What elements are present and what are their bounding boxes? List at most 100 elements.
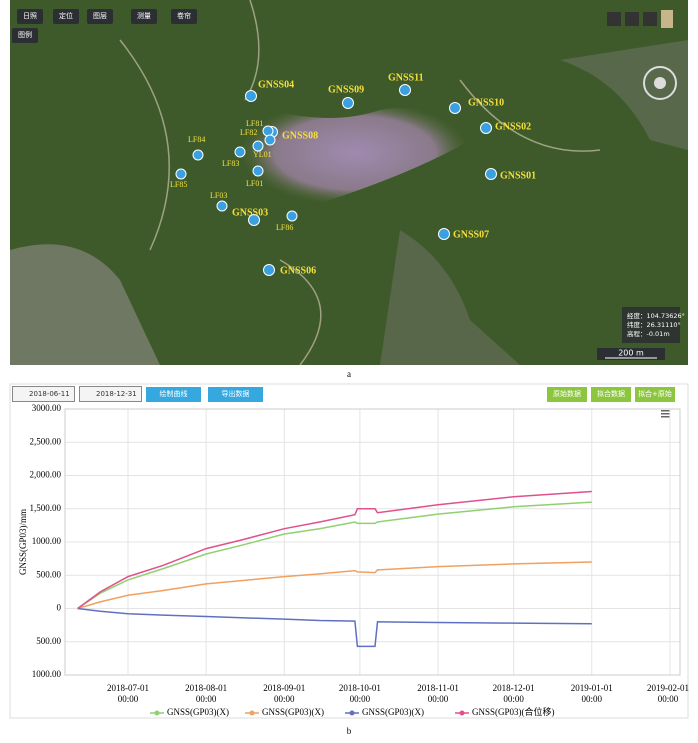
- compass[interactable]: [643, 66, 677, 100]
- series-line: [77, 561, 592, 610]
- station-label: LF01: [246, 179, 263, 188]
- station-label: GNSS10: [468, 97, 504, 108]
- station-icon: [252, 165, 264, 177]
- station-icon: [252, 140, 264, 152]
- station-icon: [175, 168, 187, 180]
- station-label: GNSS01: [500, 170, 536, 181]
- y-axis-label: GNSS(GP03)/mm: [18, 509, 28, 575]
- scale-label: 200 m: [618, 349, 644, 358]
- x-tick-label: 2018-07-01 00:00: [107, 683, 149, 704]
- scale-box: [597, 348, 665, 360]
- menu-icon[interactable]: [661, 410, 670, 418]
- station-icon: [438, 228, 450, 240]
- station-label: LF83: [222, 159, 239, 168]
- toolbar-button[interactable]: 日照: [17, 9, 43, 24]
- y-tick-label: 1000.00: [32, 669, 62, 679]
- home-icon[interactable]: [625, 12, 639, 26]
- road: [119, 0, 601, 366]
- y-tick-label: 1000.00: [32, 536, 62, 546]
- legend-label: GNSS(GP03)(X): [362, 707, 424, 717]
- station-label: GNSS11: [388, 72, 424, 83]
- series-line: [77, 607, 592, 648]
- station-label: GNSS07: [453, 229, 489, 240]
- legend-label: GNSS(GP03)(X): [167, 707, 229, 717]
- mode-button[interactable]: 原始数据: [547, 387, 587, 402]
- series-line: [77, 490, 592, 610]
- station-label: GNSS02: [495, 121, 531, 132]
- mode-button[interactable]: 拟合+原始: [635, 387, 675, 402]
- x-tick-label: 2018-11-01 00:00: [417, 683, 459, 704]
- station-icon: [485, 168, 497, 180]
- x-tick-label: 2018-12-01 00:00: [492, 683, 535, 704]
- toolbar-button[interactable]: 测量: [131, 9, 157, 24]
- chart-panel: [9, 383, 689, 719]
- station-label: LF85: [170, 180, 187, 189]
- station-label: LF86: [276, 223, 293, 232]
- landslide: [240, 100, 470, 206]
- x-tick-label: 2018-10-01 00:00: [338, 683, 381, 704]
- station-icon: [192, 149, 204, 161]
- station-icon: [245, 90, 257, 102]
- town-area: [10, 244, 160, 365]
- y-tick-label: 500.00: [36, 569, 61, 579]
- x-tick-label: 2019-01-01 00:00: [570, 683, 613, 704]
- station-icon: [480, 122, 492, 134]
- legend-swatch: [459, 710, 465, 716]
- toolbar-button[interactable]: 图层: [87, 9, 113, 24]
- info-box: [622, 307, 680, 343]
- legend-swatch: [249, 710, 255, 716]
- station-icon: [234, 146, 246, 158]
- legend-label: GNSS(GP03)(X): [262, 707, 324, 717]
- series-line: [77, 501, 592, 610]
- station-icon: [263, 264, 275, 276]
- date-input[interactable]: 2018-06-11: [12, 386, 75, 402]
- y-tick-label: 0: [57, 603, 62, 613]
- station-icon: [286, 210, 298, 222]
- x-tick-label: 2018-08-01 00:00: [185, 683, 228, 704]
- station-label: GNSS04: [258, 79, 294, 90]
- station-label: LF84: [188, 135, 205, 144]
- legend-label: GNSS(GP03)(合位移): [472, 706, 555, 717]
- globe-icon[interactable]: [643, 12, 657, 26]
- x-tick-label: 2018-09-01 00:00: [263, 683, 306, 704]
- toolbar-button[interactable]: 卷帘: [171, 9, 197, 24]
- date-input[interactable]: 2018-12-31: [79, 386, 142, 402]
- station-label: GNSS09: [328, 84, 364, 95]
- mode-button[interactable]: 拟合数据: [591, 387, 631, 402]
- caption: a: [347, 369, 351, 379]
- station-label: YL01: [253, 150, 272, 159]
- compass[interactable]: [654, 77, 666, 89]
- y-tick-label: 500.00: [36, 636, 61, 646]
- station-icon: [216, 200, 228, 212]
- search-icon[interactable]: [607, 12, 621, 26]
- station-icon: [342, 97, 354, 109]
- y-tick-label: 2,000.00: [30, 470, 62, 480]
- y-tick-label: 3000.00: [32, 403, 62, 413]
- legend-swatch: [154, 710, 160, 716]
- station-label: LF03: [210, 191, 227, 200]
- x-tick-label: 2019-02-01 00:00: [647, 683, 689, 704]
- y-tick-label: 2,500.00: [30, 436, 62, 446]
- legend-swatch: [349, 710, 355, 716]
- station-label: GNSS03: [232, 207, 268, 218]
- station-icon: [399, 84, 411, 96]
- info-text: 经度：104.73626°: [627, 311, 685, 320]
- legend-button[interactable]: 图例: [12, 28, 38, 43]
- info-text: 高程：-0.01m: [627, 329, 670, 338]
- y-tick-label: 1,500.00: [30, 503, 62, 513]
- toolbar-button[interactable]: 定位: [53, 9, 79, 24]
- info-text: 纬度：26.31110°: [627, 320, 681, 329]
- person-icon[interactable]: [661, 10, 673, 28]
- plot-border: [64, 408, 681, 676]
- caption: b: [347, 726, 352, 736]
- button[interactable]: 绘制曲线: [146, 387, 201, 402]
- station-label: GNSS06: [280, 265, 316, 276]
- station-icon: [248, 214, 260, 226]
- button[interactable]: 导出数据: [208, 387, 263, 402]
- station-icon: [449, 102, 461, 114]
- station-label: LF82: [240, 128, 257, 137]
- station-label: GNSS08: [282, 130, 318, 141]
- station-icon: [262, 125, 274, 137]
